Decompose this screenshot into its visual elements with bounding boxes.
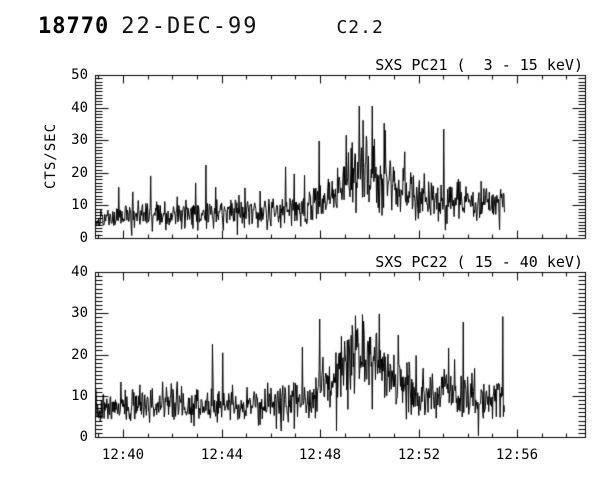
event-number: 18770 <box>38 14 110 39</box>
y-tick-label: 10 <box>71 388 88 404</box>
y-tick-label: 40 <box>71 264 88 280</box>
header: 18770 22-DEC-99 C2.2 <box>38 14 384 39</box>
y-tick-label: 30 <box>71 132 88 148</box>
y-tick-label: 40 <box>71 100 88 116</box>
x-tick-label: 12:40 <box>101 447 145 463</box>
y-tick-label: 20 <box>71 347 88 363</box>
y-tick-label: 30 <box>71 305 88 321</box>
x-tick-label: 12:48 <box>298 447 342 463</box>
event-date: 22-DEC-99 <box>121 14 259 39</box>
y-tick-label: 50 <box>71 67 88 83</box>
panel2-title: SXS PC22 ( 15 - 40 keV) <box>375 253 583 271</box>
y-tick-label: 0 <box>79 429 88 445</box>
y-tick-label: 10 <box>71 197 88 213</box>
x-tick-label: 12:56 <box>495 447 539 463</box>
flare-class: C2.2 <box>336 17 384 38</box>
y-tick-label: 0 <box>79 230 88 246</box>
y-tick-label: 20 <box>71 165 88 181</box>
x-tick-label: 12:44 <box>200 447 244 463</box>
panel1-title: SXS PC21 ( 3 - 15 keV) <box>375 56 583 74</box>
x-tick-label: 12:52 <box>397 447 441 463</box>
